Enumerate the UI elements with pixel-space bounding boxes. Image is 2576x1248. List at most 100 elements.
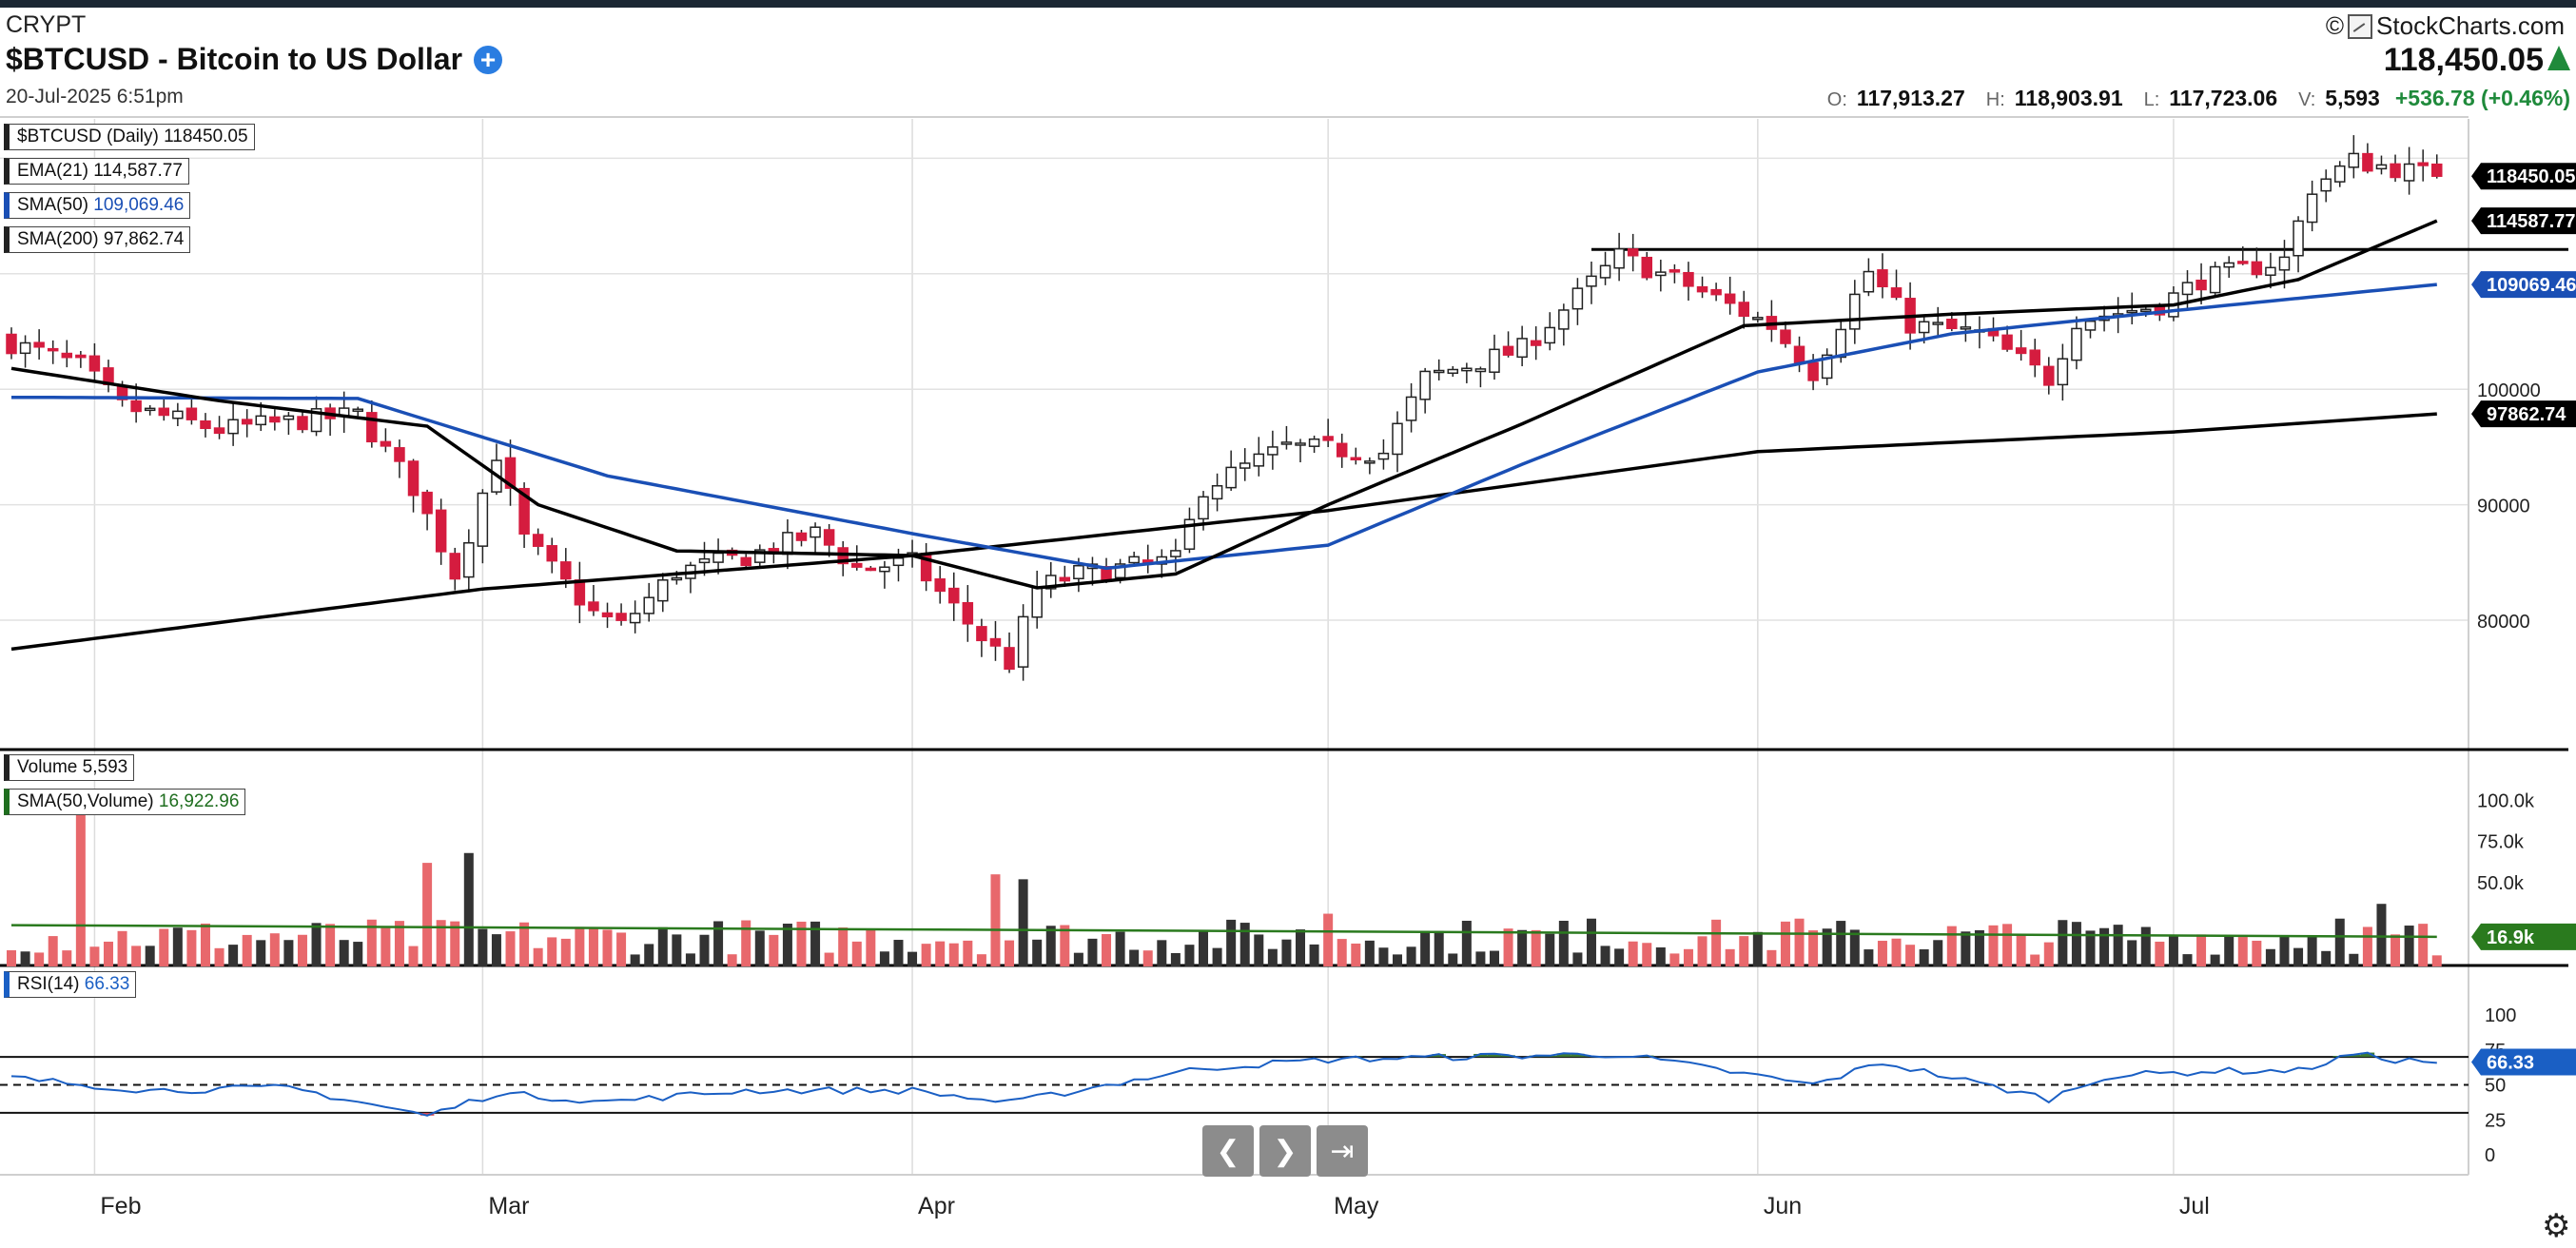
- candle: [574, 579, 586, 606]
- volume-bar: [1073, 952, 1083, 966]
- candle: [2029, 349, 2040, 366]
- volume-bar: [824, 952, 834, 966]
- volume-bar: [20, 951, 30, 966]
- candle: [962, 601, 974, 625]
- volume-bar: [1406, 946, 1416, 966]
- volume-bar: [436, 920, 446, 966]
- candle: [1350, 457, 1362, 461]
- candle: [518, 487, 530, 535]
- candle: [1142, 559, 1154, 563]
- candle: [2195, 279, 2207, 291]
- volume-bar: [935, 941, 946, 966]
- volume-value: 5,593: [2325, 86, 2380, 110]
- volume-bar: [450, 921, 460, 966]
- candle: [1059, 576, 1071, 582]
- candle: [185, 407, 198, 420]
- volume-bar: [408, 946, 419, 966]
- volume-bar: [893, 940, 904, 966]
- volume-bar: [1628, 941, 1638, 966]
- rsi-tick-label: 100: [2485, 1005, 2516, 1026]
- volume-bar: [672, 934, 682, 966]
- volume-bar: [381, 927, 391, 966]
- candle: [2140, 308, 2152, 313]
- candle: [33, 341, 45, 348]
- volume-bar: [1170, 952, 1181, 966]
- volume-bar: [1919, 949, 1929, 966]
- candle: [1669, 269, 1681, 273]
- volume-bar: [2016, 935, 2026, 966]
- volume-bar: [963, 940, 973, 966]
- volume-bar: [2071, 922, 2081, 966]
- chart-title-row: $BTCUSD - Bitcoin to US Dollar +: [6, 42, 503, 77]
- candle: [1613, 247, 1625, 269]
- candle: [2306, 193, 2318, 224]
- volume-bar: [339, 940, 349, 966]
- candle: [629, 613, 641, 624]
- x-tick-label: May: [1334, 1193, 1379, 1219]
- volume-bar: [990, 874, 1001, 966]
- volume-bar: [1905, 945, 1916, 966]
- volume-bar: [2140, 926, 2151, 966]
- volume-bar: [2196, 934, 2207, 966]
- legend-volume-sma: SMA(50,Volume) 16,922.96: [4, 789, 246, 815]
- volume-tag-bg: [2471, 923, 2576, 950]
- price-tag-bg: [2471, 163, 2576, 190]
- candle: [2209, 265, 2221, 294]
- top-bar: [0, 0, 2576, 8]
- volume-bar: [547, 937, 557, 966]
- candle: [1253, 453, 1265, 467]
- volume-bar: [1212, 947, 1222, 966]
- volume-bar: [1087, 938, 1098, 966]
- volume-bar: [1060, 925, 1070, 966]
- candle: [1571, 287, 1584, 310]
- chart-datetime: 20-Jul-2025 6:51pm: [6, 86, 184, 107]
- candle: [2071, 327, 2082, 361]
- volume-bar: [1254, 934, 1264, 966]
- volume-bar: [7, 950, 16, 966]
- legend-price-label: $BTCUSD (Daily): [17, 127, 159, 146]
- volume-bar: [1794, 918, 1805, 966]
- stockcharts-logo[interactable]: © StockCharts.com: [2326, 11, 2565, 41]
- legend-rsi-label: RSI(14): [17, 974, 80, 994]
- price-tag-text: 109069.46: [2487, 275, 2576, 296]
- candle: [601, 612, 614, 617]
- candle: [1433, 369, 1445, 374]
- gear-icon[interactable]: ⚙: [2542, 1208, 2571, 1244]
- volume-bar: [1725, 948, 1735, 966]
- volume-bar: [505, 931, 516, 966]
- volume-bar: [2085, 930, 2096, 966]
- volume-bar: [1226, 919, 1237, 966]
- plus-circle-icon[interactable]: +: [474, 45, 503, 74]
- candle: [394, 447, 405, 462]
- volume-bar: [422, 863, 433, 966]
- volume-label: V:: [2298, 89, 2316, 110]
- volume-bar: [2265, 948, 2275, 966]
- skip-to-end-icon[interactable]: ⇥: [1317, 1125, 1368, 1177]
- volume-bar: [1296, 929, 1306, 966]
- chevron-left-icon[interactable]: ❮: [1202, 1125, 1254, 1177]
- chevron-right-icon[interactable]: ❯: [1259, 1125, 1311, 1177]
- x-tick-label: Feb: [100, 1193, 141, 1219]
- volume-bar: [1752, 931, 1763, 966]
- volume-bar: [575, 926, 585, 966]
- candle: [477, 492, 489, 547]
- volume-bar: [228, 945, 239, 966]
- volume-bar: [269, 933, 280, 966]
- rsi-tag-bg: [2471, 1048, 2576, 1076]
- candle: [1474, 368, 1487, 373]
- legend-price-value: 118450.05: [164, 127, 248, 146]
- volume-bar: [2002, 924, 2013, 966]
- volume-bar: [2058, 920, 2068, 966]
- volume-bar: [1032, 939, 1043, 966]
- y-tick-label: 80000: [2477, 612, 2530, 633]
- volume-bar: [1351, 943, 1361, 966]
- volume-bar: [519, 922, 530, 966]
- candle: [1419, 370, 1431, 400]
- volume-bar: [1961, 931, 1971, 966]
- candle: [1780, 329, 1791, 344]
- volume-bar: [1309, 944, 1319, 966]
- volume-bar: [2210, 954, 2220, 966]
- volume-bar: [1669, 953, 1680, 966]
- volume-bar: [1600, 946, 1610, 966]
